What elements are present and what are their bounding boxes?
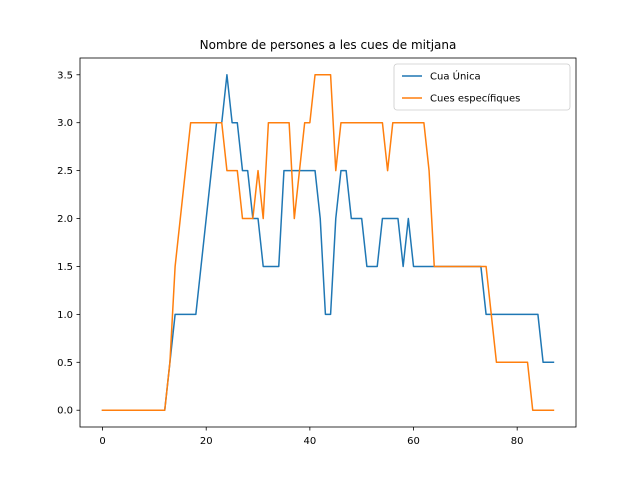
axes-frame bbox=[79, 57, 577, 428]
y-tick-label: 0.0 bbox=[57, 406, 73, 417]
x-tick-label: 80 bbox=[511, 436, 524, 447]
y-tick-label: 1.5 bbox=[57, 262, 73, 273]
legend: Cua Única Cues específiques bbox=[393, 63, 571, 111]
legend-label-1: Cues específiques bbox=[430, 93, 520, 105]
legend-label-0: Cua Única bbox=[430, 70, 481, 83]
legend-box bbox=[393, 63, 571, 111]
x-tick-label: 20 bbox=[200, 436, 213, 447]
chart-title: Nombre de persones a les cues de mitjana bbox=[200, 38, 457, 52]
y-tick-label: 1.0 bbox=[57, 310, 73, 321]
y-tick-label: 3.0 bbox=[57, 118, 73, 129]
series-line-1 bbox=[101, 74, 555, 411]
axes: 0 20 40 60 80 0.0 0.5 1.0 1.5 2.0 2.5 3.0 3.5 bbox=[57, 57, 577, 447]
y-tick-label: 0.5 bbox=[57, 358, 73, 369]
y-tick-label: 2.0 bbox=[57, 214, 73, 225]
plot-area bbox=[101, 74, 555, 411]
y-tick-label: 3.5 bbox=[57, 70, 73, 81]
y-tick-label: 2.5 bbox=[57, 166, 73, 177]
x-tick-label: 40 bbox=[303, 436, 316, 447]
x-tick-label: 60 bbox=[407, 436, 420, 447]
x-tick-label: 0 bbox=[99, 436, 105, 447]
